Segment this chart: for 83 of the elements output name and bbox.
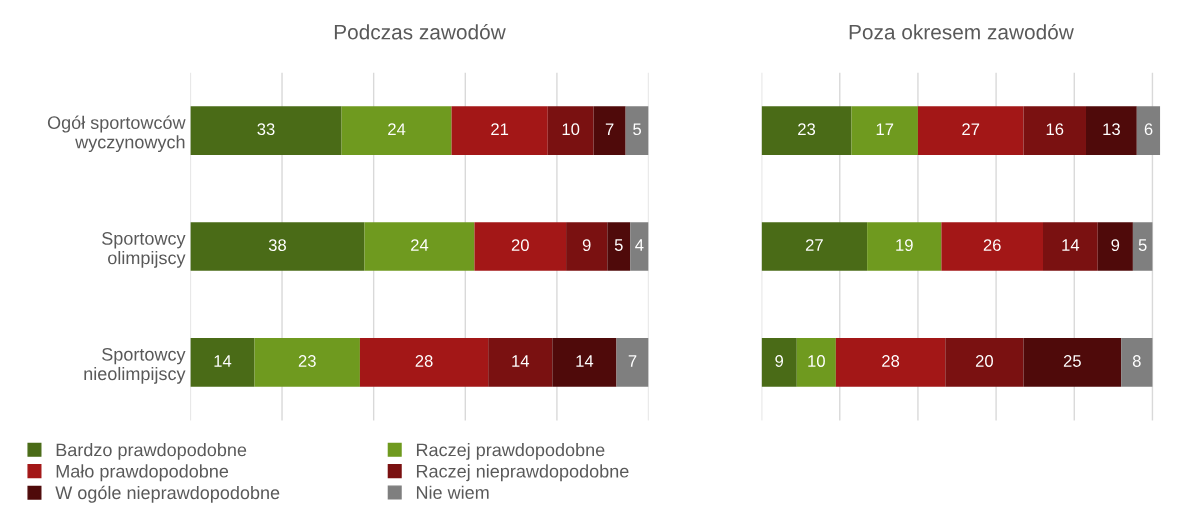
bar (1121, 338, 1153, 387)
bar (945, 338, 1024, 387)
bar (851, 106, 918, 155)
bar (190, 106, 342, 155)
bar (451, 106, 548, 155)
bar (1023, 106, 1086, 155)
bar (761, 338, 797, 387)
data-label: 19 (896, 239, 913, 251)
data-label: 28 (415, 355, 433, 367)
data-label: 10 (808, 355, 825, 367)
bar (625, 106, 649, 155)
data-label: 20 (511, 239, 529, 251)
data-label: 6 (1144, 123, 1153, 136)
bar (917, 106, 1024, 155)
bar (474, 222, 567, 271)
bar (941, 222, 1043, 271)
data-label: 17 (876, 123, 894, 135)
bar (761, 106, 852, 155)
bar (1023, 338, 1122, 387)
data-label: 9 (1111, 239, 1120, 251)
bar (1043, 222, 1098, 271)
data-label: 5 (614, 239, 623, 251)
data-label: 33 (257, 123, 275, 136)
legend-label: W ogóle nieprawdopodobne (55, 485, 280, 503)
bar (616, 338, 649, 387)
data-label: 5 (1138, 239, 1147, 251)
data-label: 23 (798, 123, 816, 136)
bar (359, 338, 489, 387)
data-label: 21 (491, 123, 509, 135)
data-label: 10 (562, 123, 580, 136)
y-tick-label: Ogół sportowców wyczynowych (47, 115, 186, 153)
data-label: 14 (1062, 239, 1080, 251)
bar (254, 338, 360, 387)
bar (761, 222, 868, 271)
legend-label: Raczej nieprawdopodobne (416, 464, 629, 482)
y-tick-label: Sportowcy olimpijscy (102, 232, 186, 268)
data-label: 5 (633, 123, 642, 136)
bar (547, 106, 594, 155)
data-label: 23 (298, 355, 316, 367)
bar (552, 338, 617, 387)
bar (1085, 106, 1137, 155)
data-label: 14 (576, 355, 594, 367)
bar (190, 338, 255, 387)
data-label: 7 (605, 123, 614, 135)
bar (607, 222, 631, 271)
bar (1132, 222, 1153, 271)
bar (566, 222, 608, 271)
data-label: 9 (582, 239, 591, 251)
data-label: 26 (983, 239, 1001, 251)
data-label: 13 (1103, 123, 1120, 136)
bar (1136, 106, 1161, 155)
bar (341, 106, 452, 155)
bar (835, 338, 946, 387)
data-label: 20 (975, 355, 993, 367)
data-label: 8 (1132, 355, 1141, 367)
bar (1097, 222, 1133, 271)
bar (488, 338, 553, 387)
bar (364, 222, 475, 271)
legend-label: Nie wiem (416, 485, 489, 499)
data-label: 24 (411, 239, 429, 251)
data-label: 24 (388, 123, 406, 135)
data-label: 28 (882, 355, 900, 367)
legend-label: Bardzo prawdopodobne (56, 443, 247, 460)
legend-label: Mało prawdopodobne (56, 464, 229, 482)
bar (796, 338, 836, 387)
data-label: 14 (512, 355, 530, 367)
data-label: 9 (775, 355, 784, 367)
data-label: 27 (962, 123, 980, 135)
y-tick-label: Sportowcy nieolimpijscy (84, 347, 186, 384)
data-label: 16 (1046, 123, 1064, 136)
legend-label: Raczej prawdopodobne (416, 443, 605, 460)
chart-title: Poza okresem zawodów (849, 23, 1074, 40)
bar (630, 222, 649, 271)
data-label: 14 (214, 355, 232, 367)
bar (593, 106, 626, 155)
bar (867, 222, 942, 271)
data-label: 25 (1063, 355, 1081, 367)
chart-title: Podczas zawodów (334, 23, 506, 40)
bar (190, 222, 365, 271)
data-label: 27 (805, 239, 823, 251)
data-label: 38 (268, 239, 286, 251)
data-label: 7 (628, 355, 637, 367)
data-label: 4 (635, 239, 644, 251)
